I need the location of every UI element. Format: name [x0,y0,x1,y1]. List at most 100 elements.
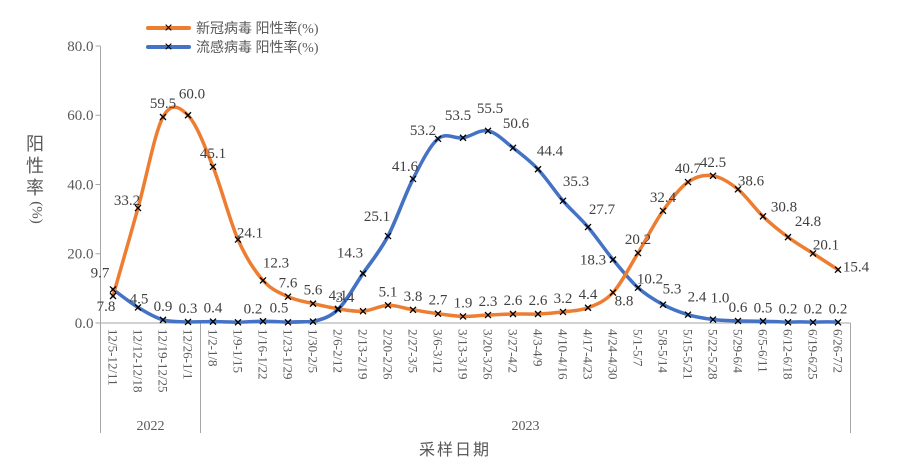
x-marker-icon [109,292,117,300]
data-label: 24.8 [795,214,821,230]
x-marker-icon [784,318,792,326]
x-marker-icon [584,223,592,231]
x-marker-icon [434,135,442,143]
y-tick-label: 40.0 [67,177,93,193]
data-label: 2.7 [429,293,448,309]
data-label: 20.1 [813,237,839,253]
data-label: 60.0 [179,86,205,102]
x-marker-icon [759,317,767,325]
year-group-label: 2023 [512,419,540,434]
data-label: 25.1 [364,209,390,225]
x-tick-label: 1/2-1/8 [206,329,221,367]
chart-legend: ✕ 新冠病毒 阳性率(%) ✕ 流感病毒 阳性率(%) [146,19,319,56]
x-marker-icon [434,310,442,318]
x-marker-icon [684,178,692,186]
x-marker-icon [209,163,217,171]
data-label: 4.5 [130,291,149,307]
x-marker-icon [284,318,292,326]
x-marker-icon [384,301,392,309]
data-label: 5.6 [304,283,323,299]
x-marker-icon [659,207,667,215]
data-label: 53.5 [445,108,471,124]
x-marker-icon [109,285,117,293]
legend-line-flu: ✕ [146,41,191,52]
data-label: 0.3 [179,301,198,317]
x-marker-icon [184,111,192,119]
x-marker-icon [784,233,792,241]
data-label: 35.3 [563,174,589,190]
data-label: 2.6 [529,293,548,309]
x-marker-icon [534,165,542,173]
y-axis-unit: (%) [28,201,45,224]
x-marker-icon [809,249,817,257]
x-marker-icon [634,249,642,257]
x-marker-icon [559,197,567,205]
data-label: 8.8 [615,294,634,310]
x-marker-icon [709,316,717,323]
x-marker-icon [484,127,492,135]
x-marker-icon [359,307,367,315]
data-label: 53.2 [410,123,436,139]
x-tick-label: 6/5-6/11 [756,329,771,373]
x-marker-icon [709,172,717,180]
x-tick-label: 1/23-1/29 [281,329,296,380]
x-tick-label: 3/6-3/12 [431,329,446,373]
x-axis-labels: 12/5-12/11 12/12-12/18 12/19-12/25 12/26-1/… [106,329,846,393]
x-marker-icon [409,175,417,183]
year-group-label: 2022 [137,419,165,434]
x-marker-icon [159,316,167,324]
x-tick-label: 4/3-4/9 [531,329,546,367]
flu-line [111,128,840,325]
data-label: 24.1 [237,226,263,242]
x-marker-icon [559,308,567,316]
x-marker-icon [584,304,592,312]
data-label: 1.0 [711,291,730,307]
data-label: 5.1 [379,284,398,300]
data-label: 0.2 [779,301,798,317]
x-tick-label: 2/13-2/19 [356,329,371,380]
x-marker-icon [734,317,742,325]
covid-line [111,105,840,319]
data-label: 12.3 [263,255,289,271]
data-label: 7.8 [97,299,116,315]
y-tick-label: 60.0 [67,108,93,124]
data-label: 15.4 [843,260,870,276]
x-marker-icon [134,204,142,212]
x-marker-icon [734,185,742,193]
data-markers [109,111,842,326]
data-label: 0.2 [829,301,848,317]
x-marker-icon [534,310,542,318]
legend-label-flu: 流感病毒 阳性率(%) [196,41,319,56]
x-marker-icon [184,318,192,326]
x-marker-icon [159,113,167,121]
data-label: 50.6 [503,116,530,132]
y-tick-label: 20.0 [67,247,93,263]
x-marker-icon [509,310,517,318]
x-tick-label: 3/20-3/26 [481,329,496,380]
x-marker-icon [209,318,217,326]
x-tick-label: 12/26-1/1 [181,329,196,380]
x-marker-icon [659,301,667,309]
x-marker-icon [459,312,467,320]
x-marker-icon [234,318,242,326]
data-label: 5.3 [663,282,682,298]
data-label: 4.1 [329,288,348,304]
data-label: 32.4 [650,190,677,206]
data-label: 45.1 [200,146,226,162]
data-label: 0.2 [804,301,823,317]
x-tick-label: 6/12-6/18 [781,329,796,380]
data-label: 4.4 [579,287,598,303]
data-label: 20.2 [625,232,651,248]
x-marker-icon [384,232,392,240]
flu-line-overlap [286,177,415,325]
x-tick-label: 6/26-7/2 [831,329,846,373]
x-marker-icon [609,289,617,296]
x-marker-icon [834,266,842,274]
x-tick-label: 5/29-6/4 [731,329,746,374]
data-label: 40.7 [675,161,702,177]
legend-item-flu: ✕ 流感病毒 阳性率(%) [146,38,319,56]
data-label: 0.6 [729,300,748,316]
data-label: 27.7 [589,202,616,218]
